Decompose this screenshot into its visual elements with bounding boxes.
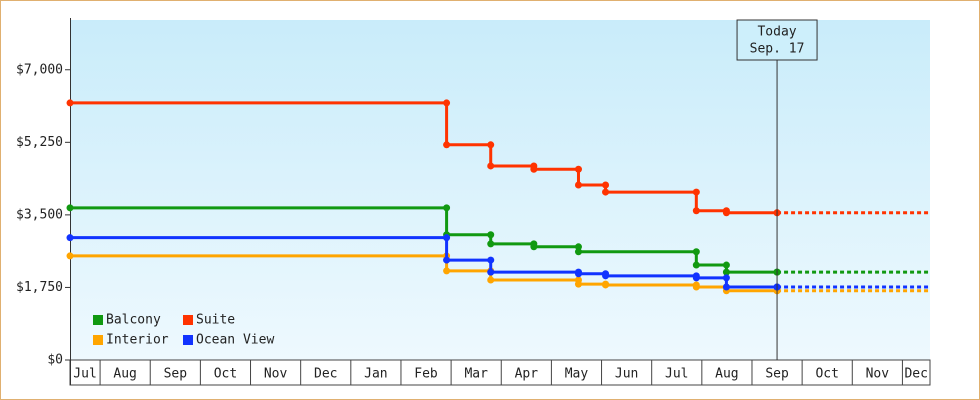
point	[574, 165, 582, 173]
point	[443, 204, 451, 212]
point	[602, 272, 610, 280]
x-tick-label: Nov	[264, 367, 288, 382]
x-tick-label: Sep	[765, 367, 789, 382]
point	[692, 248, 700, 256]
point	[722, 274, 730, 282]
x-tick-label: Aug	[113, 367, 136, 382]
step-line	[70, 254, 778, 293]
x-tick-label: Jun	[615, 367, 638, 382]
y-tick-label: $5,250	[16, 135, 63, 150]
point	[530, 243, 538, 251]
point	[722, 209, 730, 217]
x-tick-label: Dec	[314, 367, 337, 382]
y-tick-label: $1,750	[16, 280, 63, 295]
month-band	[69, 359, 931, 386]
point	[66, 252, 74, 260]
point	[574, 270, 582, 278]
legend-swatch	[93, 335, 103, 345]
point	[443, 99, 451, 107]
x-tick-label: Oct	[214, 367, 237, 382]
x-tick-label: Aug	[715, 367, 738, 382]
point	[487, 268, 495, 276]
point	[487, 276, 495, 284]
point	[602, 188, 610, 196]
legend-label: Ocean View	[196, 333, 274, 348]
point	[443, 267, 451, 275]
point	[574, 280, 582, 288]
point	[692, 261, 700, 269]
point	[602, 181, 610, 189]
point	[487, 231, 495, 239]
x-tick-label: Jul	[73, 367, 96, 382]
x-tick-label: Jan	[364, 367, 387, 382]
x-tick-label: Oct	[815, 367, 838, 382]
point	[66, 204, 74, 212]
today-box	[736, 19, 818, 61]
x-tick-label: Feb	[414, 367, 438, 382]
point	[574, 181, 582, 189]
today-label: Sep. 17	[750, 42, 805, 57]
x-tick-label: May	[565, 367, 589, 382]
x-tick-label: Dec	[904, 367, 927, 382]
plot-area	[70, 20, 930, 360]
point	[487, 141, 495, 149]
legend-swatch	[183, 315, 193, 325]
x-tick-label: Jul	[665, 367, 688, 382]
point	[722, 283, 730, 291]
legend-swatch	[183, 335, 193, 345]
point	[487, 240, 495, 248]
y-tick-label: $3,500	[16, 207, 63, 222]
x-tick-label: Apr	[515, 367, 539, 382]
x-tick-label: Sep	[164, 367, 188, 382]
point	[692, 283, 700, 291]
x-tick-label: Nov	[866, 367, 890, 382]
step-line	[70, 206, 778, 274]
point	[443, 256, 451, 264]
step-line	[70, 101, 778, 215]
legend-label: Balcony	[106, 313, 161, 328]
point	[530, 165, 538, 173]
x-tick-label: Mar	[464, 367, 488, 382]
legend-label: Suite	[196, 313, 235, 328]
point	[443, 234, 451, 242]
point	[722, 268, 730, 276]
point	[487, 256, 495, 264]
point	[692, 207, 700, 215]
point	[66, 99, 74, 107]
point	[443, 141, 451, 149]
point	[487, 162, 495, 170]
point	[722, 261, 730, 269]
legend-label: Interior	[106, 333, 169, 348]
step-line	[70, 236, 778, 289]
point	[66, 234, 74, 242]
y-tick-label: $7,000	[16, 62, 63, 77]
point	[602, 281, 610, 289]
point	[692, 188, 700, 196]
point	[574, 248, 582, 256]
point	[574, 243, 582, 251]
y-tick-label: $0	[47, 353, 63, 368]
legend-swatch	[93, 315, 103, 325]
point	[692, 274, 700, 282]
today-label: Today	[757, 25, 796, 40]
